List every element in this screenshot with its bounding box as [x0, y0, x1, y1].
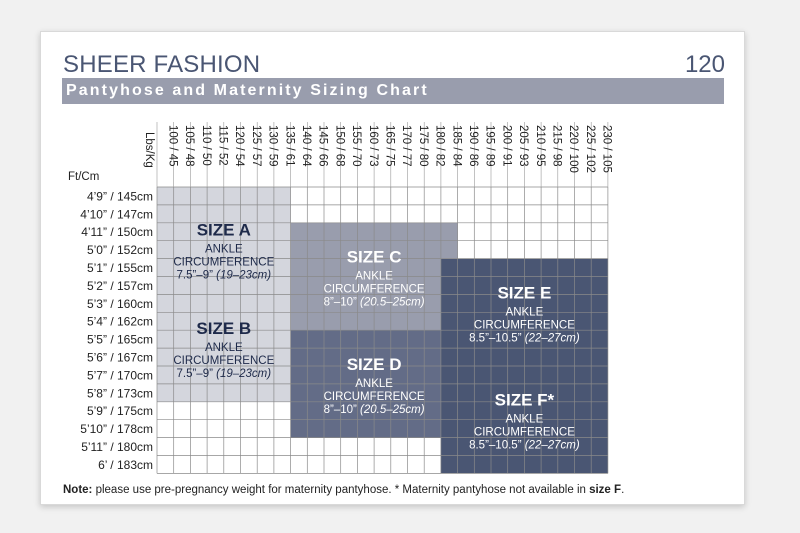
height-label: 5’10” / 178cm [80, 422, 153, 436]
size-ankle-label: ANKLE [355, 378, 393, 390]
size-ankle-label: ANKLE [506, 306, 544, 318]
size-measurement: 8”–10” (20.5–25cm) [324, 404, 425, 416]
size-measurement-inches: 7.5”–9” [176, 368, 216, 380]
size-ankle-label: ANKLE [205, 342, 243, 354]
weight-label: 205 / 93 [517, 125, 529, 167]
weight-label: 135 / 61 [283, 125, 295, 167]
weight-label: 145 / 66 [317, 125, 329, 167]
size-measurement-metric: (19–23cm) [216, 270, 271, 282]
note-suffix: . [621, 484, 625, 496]
weight-label: 115 / 52 [216, 125, 228, 166]
size-label: SIZE A [197, 221, 251, 240]
weight-label: 220 / 100 [567, 125, 579, 173]
weight-label: 150 / 68 [333, 125, 345, 167]
size-ankle-label: ANKLE [355, 271, 393, 283]
height-label: 5’0” / 152cm [87, 243, 153, 257]
size-measurement-metric: (22–27cm) [525, 440, 580, 452]
size-measurement-metric: (20.5–25cm) [360, 297, 425, 309]
size-label: SIZE F* [495, 391, 555, 410]
weight-label: 215 / 98 [550, 125, 562, 167]
height-label: 5’5” / 165cm [87, 333, 153, 347]
weight-label: 110 / 50 [200, 125, 212, 166]
weight-label: 185 / 84 [450, 125, 462, 167]
weight-label: 225 / 102 [584, 125, 596, 173]
weight-label: 160 / 73 [367, 125, 379, 167]
weight-label: 180 / 82 [434, 125, 446, 167]
size-circumference-label: CIRCUMFERENCE [173, 355, 274, 367]
size-label: SIZE C [347, 248, 402, 267]
weight-label: 170 / 77 [400, 125, 412, 167]
weight-label: 125 / 57 [250, 125, 262, 167]
height-label: 4’11” / 150cm [81, 225, 153, 239]
height-axis-label: Ft/Cm [68, 171, 99, 183]
height-label: 5’4” / 162cm [87, 315, 153, 329]
weight-axis-label: Lbs/Kg [143, 132, 155, 168]
size-measurement: 7.5”–9” (19–23cm) [176, 368, 271, 380]
size-circumference-label: CIRCUMFERENCE [173, 257, 274, 269]
size-measurement-metric: (19–23cm) [216, 368, 271, 380]
sizing-chart-card: SHEER FASHION 120 Pantyhose and Maternit… [40, 31, 745, 505]
size-measurement-inches: 8.5”–10.5” [469, 332, 525, 344]
size-circumference-label: CIRCUMFERENCE [324, 391, 425, 403]
size-label: SIZE E [497, 283, 551, 302]
brand-title: SHEER FASHION [63, 51, 261, 78]
weight-label: 120 / 54 [233, 125, 245, 167]
chart-title: Pantyhose and Maternity Sizing Chart [66, 82, 429, 99]
size-measurement-inches: 8”–10” [324, 297, 360, 309]
height-label: 5’3” / 160cm [87, 297, 153, 311]
height-label: 5’11” / 180cm [81, 440, 153, 454]
weight-label: 140 / 64 [300, 125, 312, 167]
height-label: 5’6” / 167cm [87, 351, 153, 365]
size-measurement: 8”–10” (20.5–25cm) [324, 297, 425, 309]
page-number: 120 [684, 51, 725, 78]
weight-label: 195 / 89 [484, 125, 496, 167]
height-label: 5’1” / 155cm [87, 261, 153, 275]
weight-label: 200 / 91 [500, 125, 512, 167]
weight-label: 230 / 105 [601, 125, 613, 173]
weight-label: 105 / 48 [183, 125, 195, 167]
height-label: 5’2” / 157cm [87, 279, 153, 293]
height-label: 4’10” / 147cm [80, 207, 153, 221]
size-measurement: 7.5”–9” (19–23cm) [176, 270, 271, 282]
footnote: Note: please use pre-pregnancy weight fo… [63, 484, 624, 496]
height-label: 5’9” / 175cm [87, 404, 153, 418]
size-circumference-label: CIRCUMFERENCE [474, 319, 575, 331]
height-label: 5’8” / 173cm [87, 386, 153, 400]
weight-label: 210 / 95 [534, 125, 546, 167]
size-measurement-metric: (22–27cm) [525, 332, 580, 344]
size-measurement: 8.5”–10.5” (22–27cm) [469, 440, 580, 452]
weight-label: 100 / 45 [166, 125, 178, 167]
weight-label: 190 / 86 [467, 125, 479, 167]
size-circumference-label: CIRCUMFERENCE [324, 284, 425, 296]
size-measurement: 8.5”–10.5” (22–27cm) [469, 332, 580, 344]
size-measurement-metric: (20.5–25cm) [360, 404, 425, 416]
size-measurement-inches: 8.5”–10.5” [469, 440, 525, 452]
size-measurement-inches: 8”–10” [324, 404, 360, 416]
weight-label: 155 / 70 [350, 125, 362, 167]
size-label: SIZE D [347, 355, 402, 374]
weight-label: 130 / 59 [267, 125, 279, 167]
title-bar: Pantyhose and Maternity Sizing Chart [62, 78, 724, 104]
note-prefix: Note: [63, 484, 93, 496]
size-label: SIZE B [196, 319, 251, 338]
note-text: please use pre-pregnancy weight for mate… [92, 484, 590, 496]
height-label: 4’9” / 145cm [87, 189, 153, 203]
weight-label: 175 / 80 [417, 125, 429, 167]
size-circumference-label: CIRCUMFERENCE [474, 427, 575, 439]
size-ankle-label: ANKLE [506, 414, 544, 426]
size-measurement-inches: 7.5”–9” [176, 270, 216, 282]
sizing-grid: 100 / 45 105 / 48 110 / 50 115 / 52 120 / 54… [68, 122, 613, 474]
note-emph: size F [589, 484, 622, 496]
size-ankle-label: ANKLE [205, 244, 243, 256]
height-label: 6’ / 183cm [98, 458, 153, 472]
height-label: 5’7” / 170cm [87, 368, 153, 382]
weight-label: 165 / 75 [383, 125, 395, 167]
